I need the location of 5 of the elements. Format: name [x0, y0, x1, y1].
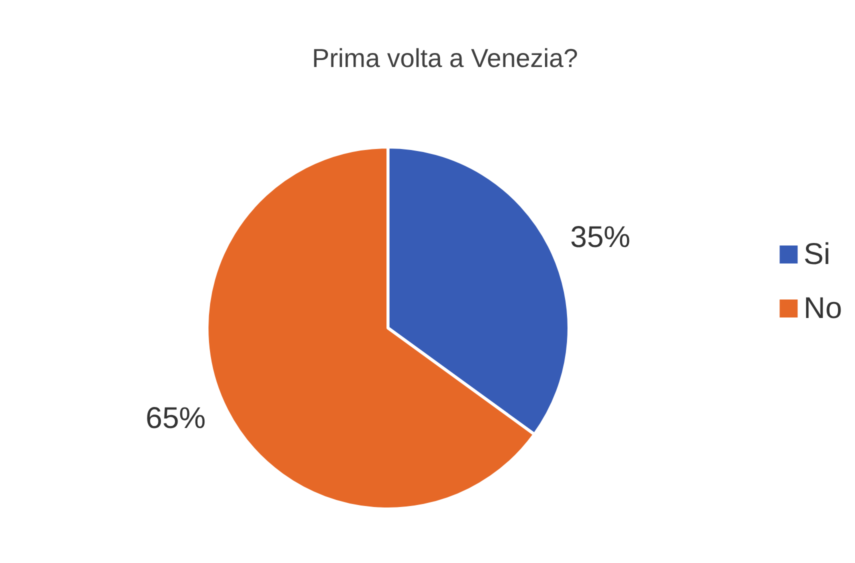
- data-label: 35%: [570, 221, 630, 254]
- legend-label: Si: [804, 238, 830, 271]
- data-label: 65%: [146, 402, 206, 435]
- legend-label: No: [804, 292, 842, 325]
- chart-title: Prima volta a Venezia?: [312, 43, 578, 73]
